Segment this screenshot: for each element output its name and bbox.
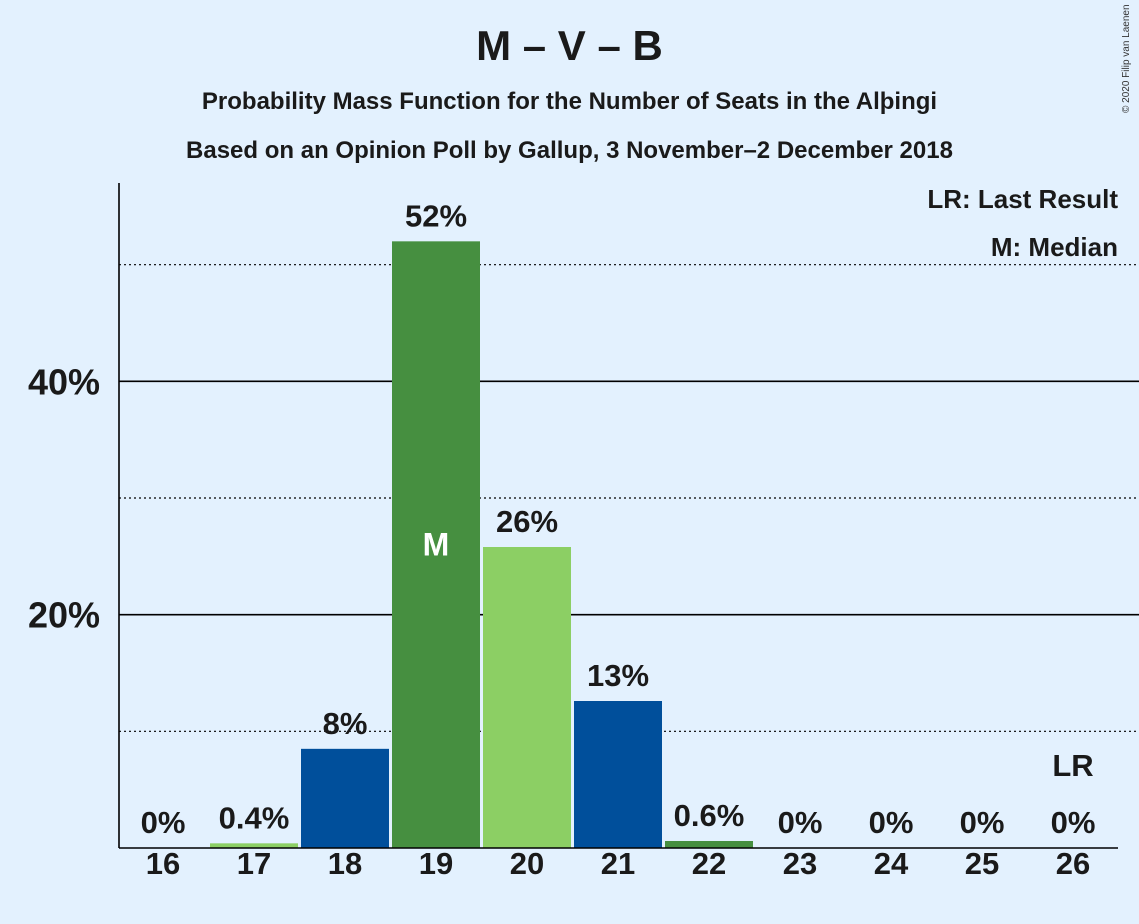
axes (118, 183, 1118, 849)
x-tick-label-16: 16 (146, 846, 180, 881)
x-tick-label-20: 20 (510, 846, 544, 881)
labels: 20% 40% 0% 16 0.4% 17 8% 18 52% 19 M 26% 20 13% 21 0.6%… (28, 198, 1095, 881)
data-label-19: 52% (405, 198, 467, 233)
bar-19 (392, 241, 480, 849)
x-tick-label-25: 25 (965, 846, 999, 881)
data-label-26: 0% (1051, 805, 1096, 840)
bar-21 (574, 701, 662, 848)
data-label-17: 0.4% (219, 800, 290, 835)
data-label-16: 0% (141, 805, 186, 840)
data-label-21: 13% (587, 658, 649, 693)
y-tick-label: 20% (28, 595, 100, 636)
bar-22 (665, 841, 753, 848)
data-label-24: 0% (869, 805, 914, 840)
y-tick-label: 40% (28, 361, 100, 402)
legend-last-result: LR: Last Result (927, 184, 1118, 214)
data-label-20: 26% (496, 504, 558, 539)
bar-18 (301, 748, 389, 848)
x-tick-label-23: 23 (783, 846, 817, 881)
x-tick-label-21: 21 (601, 846, 635, 881)
x-tick-label-22: 22 (692, 846, 726, 881)
x-tick-label-24: 24 (874, 846, 909, 881)
chart-subtitle-source: Based on an Opinion Poll by Gallup, 3 No… (186, 137, 953, 164)
grid-lines (119, 264, 1139, 732)
x-tick-label-18: 18 (328, 846, 362, 881)
bar-20 (483, 547, 571, 848)
bars (210, 241, 753, 849)
data-label-22: 0.6% (674, 798, 745, 833)
data-label-18: 8% (323, 706, 368, 741)
median-marker: M (423, 527, 450, 563)
x-tick-label-26: 26 (1056, 846, 1090, 881)
chart-title: M – V – B (476, 22, 663, 69)
last-result-marker: LR (1052, 748, 1093, 783)
bar-17 (210, 843, 298, 848)
data-label-23: 0% (778, 805, 823, 840)
chart-subtitle: Probability Mass Function for the Number… (201, 88, 938, 115)
x-tick-label-19: 19 (419, 846, 453, 881)
x-tick-label-17: 17 (237, 846, 271, 881)
data-label-25: 0% (960, 805, 1005, 840)
legend-median: M: Median (990, 232, 1118, 262)
